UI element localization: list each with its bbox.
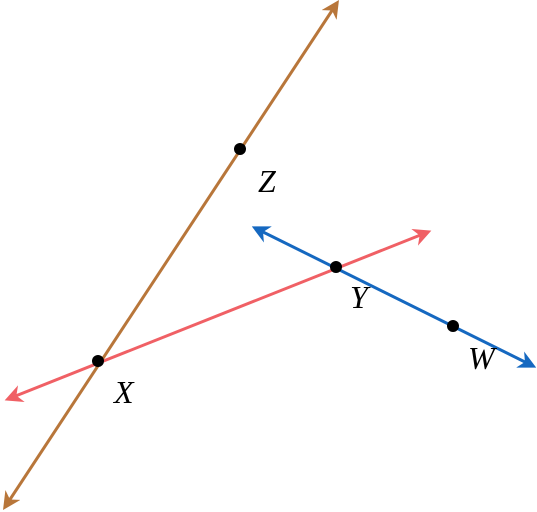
line-yw <box>251 226 537 368</box>
point-y <box>330 261 342 273</box>
ray-xy <box>4 228 432 403</box>
point-w <box>447 320 459 332</box>
point-label: X <box>112 374 135 410</box>
point-label: W <box>468 340 498 376</box>
point-x <box>92 355 104 367</box>
point-z <box>234 143 246 155</box>
point-label: Z <box>258 163 277 199</box>
point-label: Y <box>350 279 371 315</box>
line-xz <box>3 0 339 511</box>
